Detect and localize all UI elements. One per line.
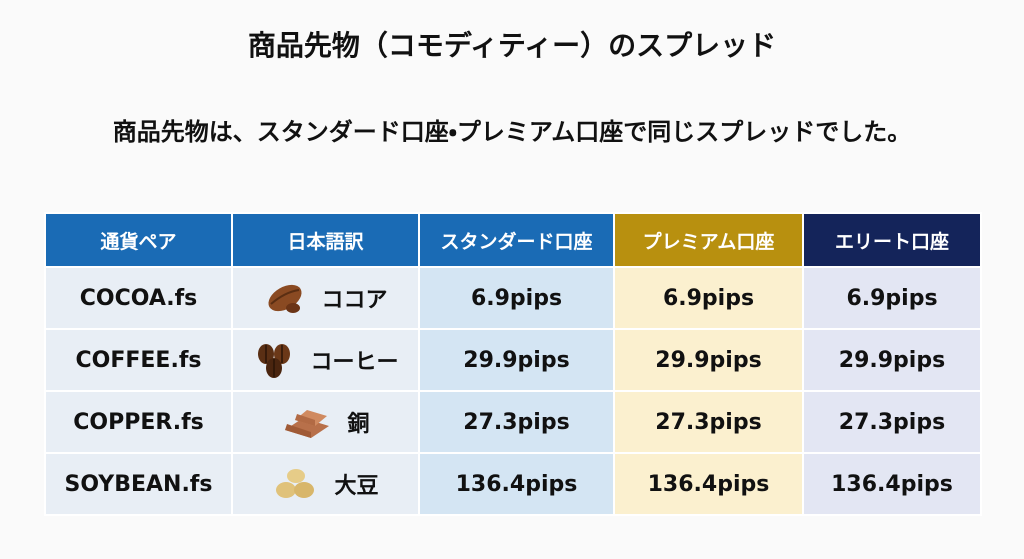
row: COCOA.fs ココア 6.9pips 6.9pips 6.9pips: [44, 266, 982, 330]
column-header: プレミアム口座: [613, 212, 804, 268]
japanese-name: 大豆: [334, 474, 379, 499]
copper-icon: [285, 410, 330, 438]
standard-spread: 29.9pips: [418, 328, 615, 392]
title: 商品先物（コモディティー）のスプレッド: [247, 29, 777, 62]
name-cell: 銅: [231, 390, 420, 454]
symbol: COFFEE.fs: [44, 328, 233, 392]
subtitle: 商品先物は、スタンダード口座・プレミアム口座で同じスプレッドでした。: [112, 118, 912, 146]
premium-spread: 136.4pips: [613, 452, 804, 516]
standard-spread: 27.3pips: [418, 390, 615, 454]
spread-table: 通貨ペア 日本語訳 スタンダード口座 プレミアム口座 エリート口座 COCOA.…: [44, 212, 982, 516]
column-header: スタンダード口座: [418, 212, 615, 268]
soybean-icon: [276, 469, 315, 498]
coffee-icon: [258, 344, 291, 378]
japanese-name: 銅: [347, 412, 370, 437]
japanese-name: コーヒー: [310, 350, 399, 375]
japanese-name: ココア: [321, 288, 388, 313]
standard-spread: 136.4pips: [418, 452, 615, 516]
name-cell: コーヒー: [231, 328, 420, 392]
premium-spread: 29.9pips: [613, 328, 804, 392]
standard-spread: 6.9pips: [418, 266, 615, 330]
column-header: 通貨ペア: [44, 212, 233, 268]
row: COPPER.fs 銅 27.3pips 27.3pips 27.3pips: [44, 390, 982, 454]
elite-spread: 6.9pips: [802, 266, 982, 330]
cocoa-icon: [268, 284, 303, 313]
row: SOYBEAN.fs 大豆 136.4pips 136.4pips 136.4p…: [44, 452, 982, 516]
symbol: COPPER.fs: [44, 390, 233, 454]
name-cell: ココア: [231, 266, 420, 330]
header-row: 通貨ペア 日本語訳 スタンダード口座 プレミアム口座 エリート口座: [44, 212, 982, 268]
premium-spread: 6.9pips: [613, 266, 804, 330]
elite-spread: 29.9pips: [802, 328, 982, 392]
symbol: SOYBEAN.fs: [44, 452, 233, 516]
elite-spread: 27.3pips: [802, 390, 982, 454]
premium-spread: 27.3pips: [613, 390, 804, 454]
row: COFFEE.fs コーヒー 29.9pips 29.9pips 29.9pip…: [44, 328, 982, 392]
symbol: COCOA.fs: [44, 266, 233, 330]
name-cell: 大豆: [231, 452, 420, 516]
column-header: エリート口座: [802, 212, 982, 268]
column-header: 日本語訳: [231, 212, 420, 268]
elite-spread: 136.4pips: [802, 452, 982, 516]
